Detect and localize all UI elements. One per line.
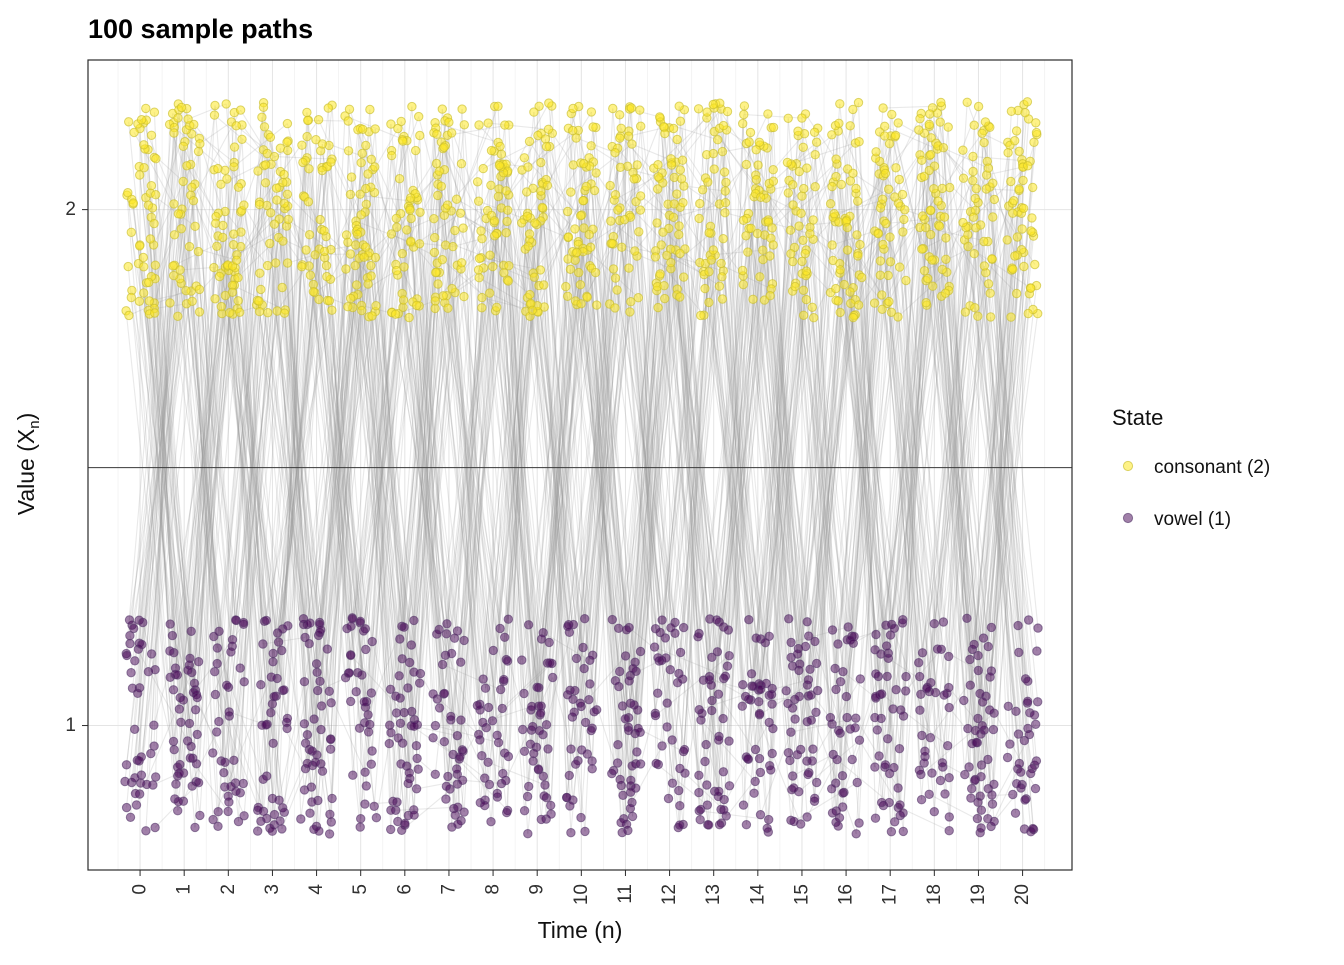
svg-text:2: 2 [65,199,76,220]
y-axis-title: Value (Xn) [13,413,43,516]
svg-text:6: 6 [394,884,415,895]
plot-title: 100 sample paths [88,14,313,44]
legend-key-vowel-dot [1122,512,1134,524]
svg-text:1: 1 [174,884,195,895]
panel-border [87,59,1073,871]
y-axis-tick-labels: 12 [65,199,76,736]
svg-text:15: 15 [791,884,812,905]
svg-text:0: 0 [130,884,151,895]
svg-text:20: 20 [1012,884,1033,905]
legend-entry-consonant: consonant (2) [1122,457,1270,478]
svg-text:14: 14 [747,884,768,906]
svg-text:16: 16 [836,884,857,905]
svg-text:2: 2 [218,884,239,895]
legend-title: State [1112,405,1163,430]
legend-label-vowel: vowel (1) [1154,509,1231,530]
legend-label-consonant: consonant (2) [1154,457,1270,478]
svg-text:1: 1 [65,715,76,736]
svg-text:8: 8 [483,884,504,895]
svg-text:12: 12 [659,884,680,905]
axis-ticks [82,209,1024,876]
legend-key-consonant-dot [1122,460,1134,472]
x-axis-tick-labels: 0 1 2 3 4 5 6 7 8 9 10 11 12 13 14 15 16 17 18 19 20 [130,884,1034,906]
legend: State consonant (2) vowel (1) [1112,405,1270,530]
svg-text:4: 4 [306,884,327,895]
svg-text:9: 9 [527,884,548,895]
panel-background [88,60,1072,870]
svg-text:19: 19 [968,884,989,905]
svg-text:17: 17 [880,884,901,905]
svg-text:13: 13 [703,884,724,905]
svg-text:18: 18 [924,884,945,905]
svg-text:11: 11 [615,884,636,904]
svg-text:10: 10 [571,884,592,905]
svg-text:5: 5 [350,884,371,895]
svg-text:7: 7 [438,884,459,895]
legend-entry-vowel: vowel (1) [1122,509,1231,530]
sample-path-points [120,97,1043,839]
x-axis-title: Time (n) [538,917,623,943]
grid-minor [88,60,1072,870]
svg-text:3: 3 [262,884,283,895]
